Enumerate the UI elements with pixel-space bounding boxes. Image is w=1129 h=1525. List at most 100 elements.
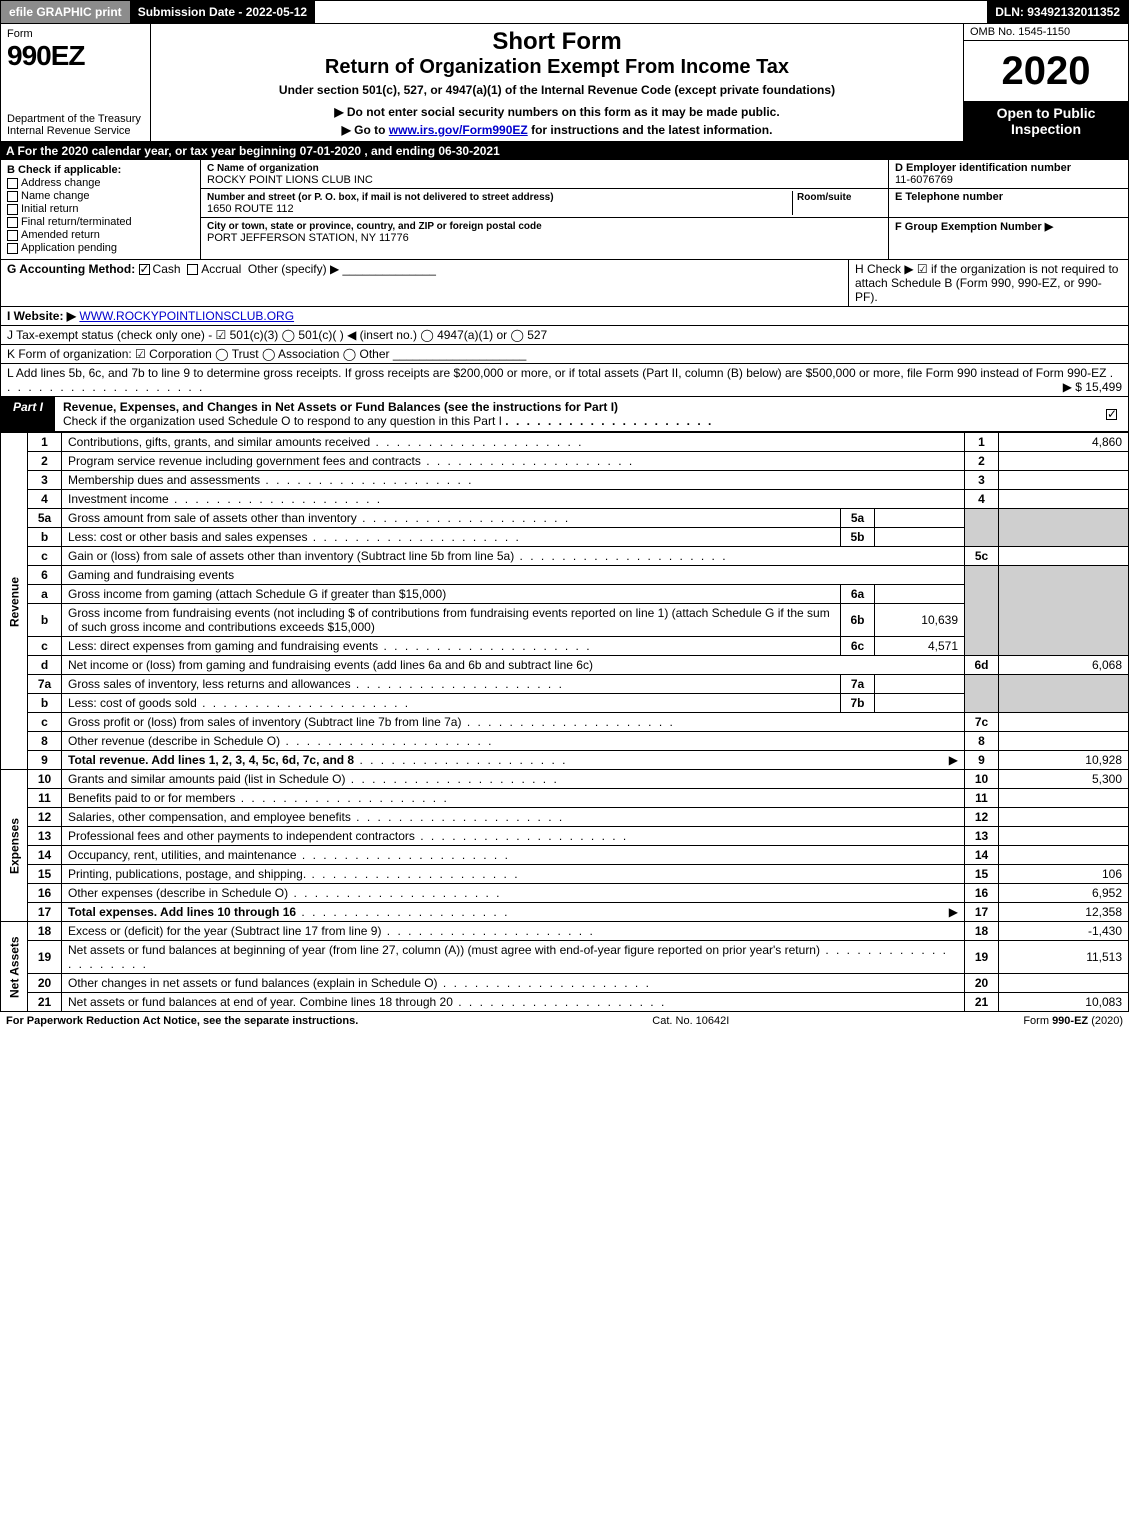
ln-8-val (999, 732, 1129, 751)
ln-10-val: 5,300 (999, 770, 1129, 789)
identity-grid: B Check if applicable: Address change Na… (0, 160, 1129, 260)
efile-label[interactable]: efile GRAPHIC print (1, 1, 130, 23)
page-footer: For Paperwork Reduction Act Notice, see … (0, 1012, 1129, 1030)
org-city: PORT JEFFERSON STATION, NY 11776 (207, 232, 409, 244)
header-left: Form 990EZ Department of the Treasury In… (1, 24, 151, 141)
ln-21-val: 10,083 (999, 993, 1129, 1012)
open-inspection: Open to Public Inspection (964, 101, 1128, 141)
ln-7a-desc: Gross sales of inventory, less returns a… (68, 677, 351, 691)
ln-6d-val: 6,068 (999, 656, 1129, 675)
section-b: B Check if applicable: Address change Na… (1, 160, 201, 259)
irs-link[interactable]: www.irs.gov/Form990EZ (389, 123, 528, 137)
side-netassets: Net Assets (1, 922, 28, 1012)
c-street-label: Number and street (or P. O. box, if mail… (207, 192, 554, 203)
ln-4-desc: Investment income (68, 492, 169, 506)
ln-7c-val (999, 713, 1129, 732)
ln-12-val (999, 808, 1129, 827)
chk-final-return[interactable]: Final return/terminated (7, 216, 194, 228)
side-expenses: Expenses (1, 770, 28, 922)
ln-7c-desc: Gross profit or (loss) from sales of inv… (68, 715, 461, 729)
goto-line: ▶ Go to www.irs.gov/Form990EZ for instru… (159, 123, 955, 137)
header-mid: Short Form Return of Organization Exempt… (151, 24, 963, 141)
g-other: Other (specify) ▶ (248, 262, 339, 276)
ln-3-desc: Membership dues and assessments (68, 473, 260, 487)
ln-17-desc: Total expenses. Add lines 10 through 16 (68, 905, 296, 919)
ln-5c-val (999, 547, 1129, 566)
ln-1-val: 4,860 (999, 433, 1129, 452)
chk-amended-return[interactable]: Amended return (7, 229, 194, 241)
row-g: G Accounting Method: Cash Accrual Other … (1, 260, 848, 306)
row-j: J Tax-exempt status (check only one) - ☑… (0, 326, 1129, 345)
goto-pre: ▶ Go to (342, 123, 389, 137)
row-gh: G Accounting Method: Cash Accrual Other … (0, 260, 1129, 307)
form-header: Form 990EZ Department of the Treasury In… (0, 24, 1129, 142)
chk-initial-return[interactable]: Initial return (7, 203, 194, 215)
row-h: H Check ▶ ☑ if the organization is not r… (848, 260, 1128, 306)
g-label: G Accounting Method: (7, 262, 135, 276)
website-link[interactable]: WWW.ROCKYPOINTLIONSCLUB.ORG (79, 309, 294, 323)
ln-19-val: 11,513 (999, 941, 1129, 974)
c-city-label: City or town, state or province, country… (207, 221, 542, 232)
f-label: F Group Exemption Number ▶ (895, 220, 1122, 233)
ln-15-val: 106 (999, 865, 1129, 884)
part1-check-note: Check if the organization used Schedule … (63, 414, 502, 428)
ln-19-desc: Net assets or fund balances at beginning… (68, 943, 820, 957)
org-name: ROCKY POINT LIONS CLUB INC (207, 174, 373, 186)
ln-20-desc: Other changes in net assets or fund bala… (68, 976, 438, 990)
chk-address-change[interactable]: Address change (7, 177, 194, 189)
c-room-label: Room/suite (797, 192, 851, 203)
ln-12-desc: Salaries, other compensation, and employ… (68, 810, 351, 824)
ln-9-arrow: ▶ (949, 753, 958, 767)
form-word: Form (7, 28, 144, 40)
ln-15-desc: Printing, publications, postage, and shi… (68, 867, 306, 881)
ln-6c-val: 4,571 (875, 637, 965, 656)
tax-year: 2020 (964, 41, 1128, 101)
form-number: 990EZ (7, 40, 144, 72)
section-c: C Name of organization ROCKY POINT LIONS… (201, 160, 888, 259)
ln-8-desc: Other revenue (describe in Schedule O) (68, 734, 280, 748)
chk-name-change[interactable]: Name change (7, 190, 194, 202)
ln-5a-val (875, 509, 965, 528)
row-i: I Website: ▶ WWW.ROCKYPOINTLIONSCLUB.ORG (0, 307, 1129, 326)
d-label: D Employer identification number (895, 162, 1122, 174)
telephone-value (895, 203, 1122, 215)
part1-title: Revenue, Expenses, and Changes in Net As… (55, 397, 1098, 431)
ln-5b-val (875, 528, 965, 547)
chk-application-pending[interactable]: Application pending (7, 242, 194, 254)
part1-tab: Part I (1, 397, 55, 431)
footer-left: For Paperwork Reduction Act Notice, see … (6, 1015, 358, 1027)
ln-6a-val (875, 585, 965, 604)
footer-right: Form 990-EZ (2020) (1023, 1015, 1123, 1027)
ln-17-val: 12,358 (999, 903, 1129, 922)
part1-schedule-o-check[interactable] (1106, 409, 1117, 420)
ln-13-val (999, 827, 1129, 846)
ln-17-arrow: ▶ (949, 905, 958, 919)
ln-2-val (999, 452, 1129, 471)
ln-10-desc: Grants and similar amounts paid (list in… (68, 772, 345, 786)
ln-21-desc: Net assets or fund balances at end of ye… (68, 995, 453, 1009)
ln-6d-desc: Net income or (loss) from gaming and fun… (68, 658, 593, 672)
ln-1-desc: Contributions, gifts, grants, and simila… (68, 435, 370, 449)
ssn-warning: ▶ Do not enter social security numbers o… (159, 105, 955, 119)
ln-14-val (999, 846, 1129, 865)
ln-6c-desc: Less: direct expenses from gaming and fu… (68, 639, 378, 653)
ln-6b-val: 10,639 (875, 604, 965, 637)
line-a-period: A For the 2020 calendar year, or tax yea… (0, 142, 1129, 160)
i-label: I Website: ▶ (7, 309, 76, 323)
ln-18-val: -1,430 (999, 922, 1129, 941)
row-l: L Add lines 5b, 6c, and 7b to line 9 to … (0, 364, 1129, 397)
ln-4-val (999, 490, 1129, 509)
ln-11-desc: Benefits paid to or for members (68, 791, 235, 805)
ln-20-val (999, 974, 1129, 993)
dln-label: DLN: 93492132011352 (987, 1, 1128, 23)
chk-accrual[interactable] (187, 264, 198, 275)
part1-table: Revenue 1 Contributions, gifts, grants, … (0, 432, 1129, 1012)
c-name-label: C Name of organization (207, 163, 319, 174)
ln-18-desc: Excess or (deficit) for the year (Subtra… (68, 924, 381, 938)
ln-16-desc: Other expenses (describe in Schedule O) (68, 886, 288, 900)
ln-3-val (999, 471, 1129, 490)
ln-2-desc: Program service revenue including govern… (68, 454, 421, 468)
ln-5c-desc: Gain or (loss) from sale of assets other… (68, 549, 514, 563)
chk-cash[interactable] (139, 264, 150, 275)
top-bar: efile GRAPHIC print Submission Date - 20… (0, 0, 1129, 24)
